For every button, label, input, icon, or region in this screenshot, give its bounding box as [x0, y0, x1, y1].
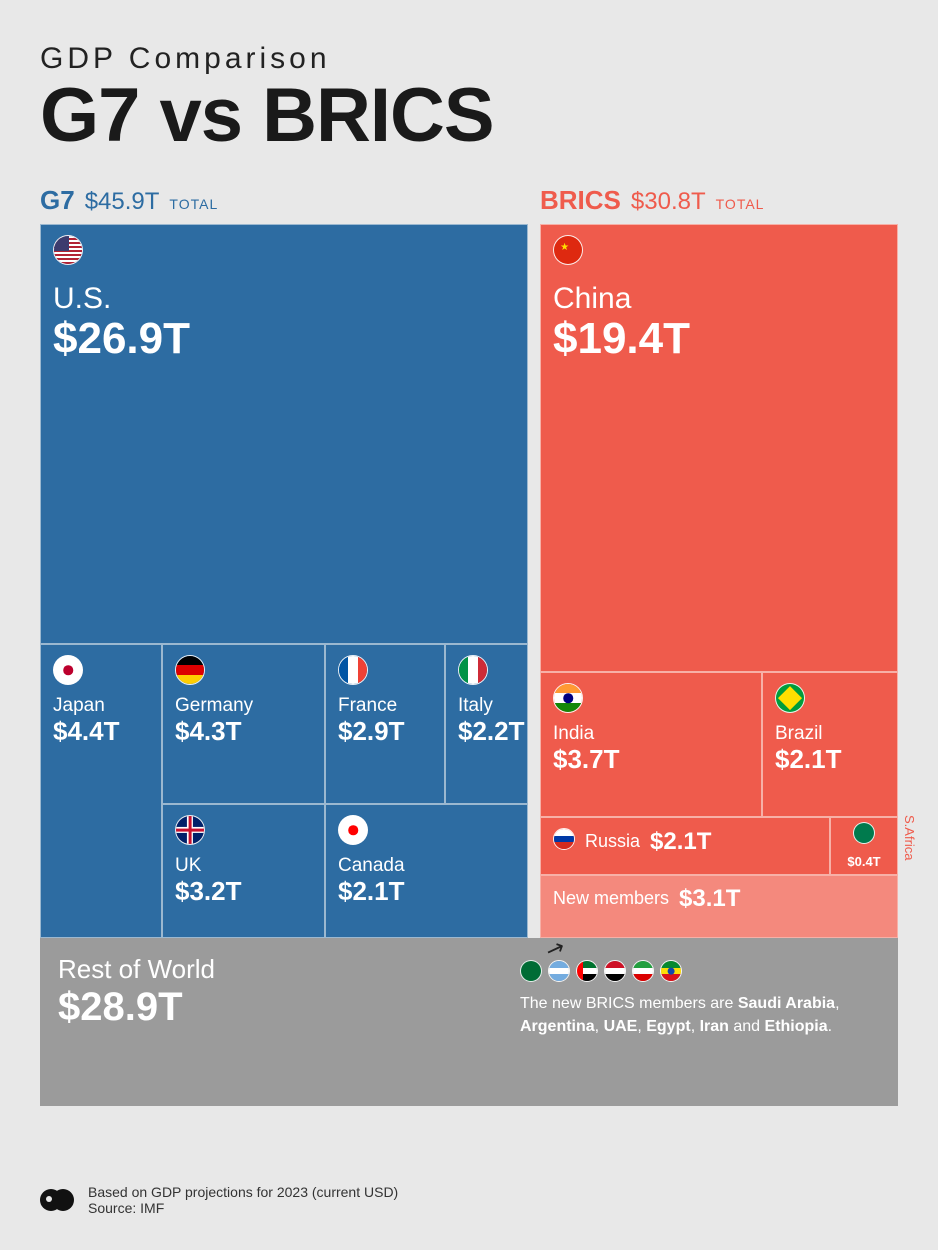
uae-flag-icon: [576, 960, 598, 982]
cell-canada-value: $2.1T: [338, 877, 515, 906]
cell-india-value: $3.7T: [553, 745, 749, 774]
cell-germany-value: $4.3T: [175, 717, 312, 746]
cell-brazil: Brazil$2.1T: [762, 672, 898, 817]
cell-uk-name: UK: [175, 856, 312, 877]
canada-flag-icon: [338, 815, 368, 845]
russia-flag-icon: [553, 828, 575, 850]
cell-uk: UK$3.2T: [162, 804, 325, 938]
footer-line1: Based on GDP projections for 2023 (curre…: [88, 1184, 398, 1200]
brics-total-word: TOTAL: [716, 196, 765, 212]
uk-flag-icon: [175, 815, 205, 845]
cell-safrica-value: $0.4T: [835, 855, 893, 869]
argentina-flag-icon: [548, 960, 570, 982]
cell-safrica: $0.4T: [830, 817, 898, 875]
cell-us-name: U.S.: [53, 282, 515, 315]
rest-name: Rest of World: [58, 954, 215, 985]
japan-flag-icon: [53, 655, 83, 685]
egypt-flag-icon: [604, 960, 626, 982]
brics-total-value: $30.8T: [631, 188, 706, 216]
new-members-value: $3.1T: [679, 886, 740, 912]
india-flag-icon: [553, 683, 583, 713]
g7-total: G7 $45.9T TOTAL: [40, 185, 540, 216]
rest-value: $28.9T: [58, 985, 215, 1030]
brazil-flag-icon: [775, 683, 805, 713]
cell-india-name: India: [553, 724, 749, 745]
cell-france-value: $2.9T: [338, 717, 432, 746]
cell-russia: Russia $2.1T: [540, 817, 830, 875]
cell-italy-name: Italy: [458, 696, 515, 717]
cell-brazil-value: $2.1T: [775, 745, 885, 774]
us-flag-icon: [53, 235, 83, 265]
cell-uk-value: $3.2T: [175, 877, 312, 906]
new-members-note: The new BRICS members are Saudi Arabia, …: [520, 954, 880, 1078]
g7-total-value: $45.9T: [85, 188, 160, 216]
cell-china-name: China: [553, 282, 885, 315]
cell-italy-value: $2.2T: [458, 717, 515, 746]
cell-japan-name: Japan: [53, 696, 149, 717]
new-members-label: New members: [553, 889, 669, 909]
page-subtitle: GDP Comparison: [40, 42, 898, 76]
new-members-flag-row: [520, 960, 880, 982]
page-title: G7 vs BRICS: [40, 72, 898, 159]
cell-china-value: $19.4T: [553, 315, 885, 363]
cell-germany-name: Germany: [175, 696, 312, 717]
cell-new-members: New members $3.1T: [540, 875, 898, 938]
footer-line2: Source: IMF: [88, 1200, 398, 1216]
cell-italy: Italy$2.2T: [445, 644, 528, 804]
germany-flag-icon: [175, 655, 205, 685]
source-logo-icon: [40, 1187, 74, 1213]
brics-label: BRICS: [540, 185, 621, 216]
cell-france-name: France: [338, 696, 432, 717]
g7-total-word: TOTAL: [169, 196, 218, 212]
france-flag-icon: [338, 655, 368, 685]
cell-india: India$3.7T: [540, 672, 762, 817]
cell-france: France$2.9T: [325, 644, 445, 804]
footer: Based on GDP projections for 2023 (curre…: [40, 1184, 398, 1216]
china-flag-icon: ★: [553, 235, 583, 265]
cell-russia-name: Russia: [585, 832, 640, 852]
cell-japan: Japan$4.4T: [40, 644, 162, 938]
rest-of-world-block: Rest of World $28.9T The new BRICS membe…: [40, 938, 898, 1106]
iran-flag-icon: [632, 960, 654, 982]
new-members-text: The new BRICS members are Saudi Arabia, …: [520, 992, 880, 1038]
g7-label: G7: [40, 185, 75, 216]
cell-russia-value: $2.1T: [650, 829, 711, 855]
safrica-flag-icon: [853, 822, 875, 844]
ethiopia-flag-icon: [660, 960, 682, 982]
brics-total: BRICS $30.8T TOTAL: [540, 185, 764, 216]
cell-germany: Germany$4.3T: [162, 644, 325, 804]
italy-flag-icon: [458, 655, 488, 685]
totals-row: G7 $45.9T TOTAL BRICS $30.8T TOTAL: [40, 185, 898, 216]
cell-canada: Canada$2.1T: [325, 804, 528, 938]
cell-china: ★ China$19.4T: [540, 224, 898, 672]
treemap: U.S.$26.9TJapan$4.4T Germany$4.3T UK$3.2…: [40, 224, 898, 938]
cell-japan-value: $4.4T: [53, 717, 149, 746]
cell-us: U.S.$26.9T: [40, 224, 528, 644]
safrica-side-label: S.Africa: [902, 815, 917, 861]
cell-canada-name: Canada: [338, 856, 515, 877]
saudi-flag-icon: [520, 960, 542, 982]
cell-brazil-name: Brazil: [775, 724, 885, 745]
cell-us-value: $26.9T: [53, 315, 515, 363]
